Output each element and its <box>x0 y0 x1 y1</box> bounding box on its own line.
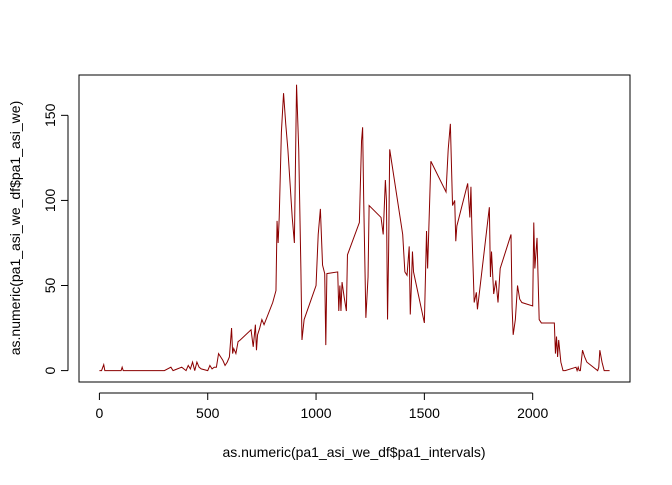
x-axis-label: as.numeric(pa1_asi_we_df$pa1_intervals) <box>222 444 485 460</box>
x-tick-label: 2000 <box>517 405 548 421</box>
x-tick-label: 500 <box>196 405 220 421</box>
y-tick-label: 50 <box>42 278 58 294</box>
plot-box <box>78 74 631 383</box>
y-tick-label: 150 <box>42 103 58 127</box>
data-line <box>99 84 610 373</box>
x-tick-label: 1000 <box>300 405 331 421</box>
y-axis-label: as.numeric(pa1_asi_we_df$pa1_asi_we) <box>7 101 23 356</box>
x-tick-label: 1500 <box>409 405 440 421</box>
y-tick-label: 100 <box>42 189 58 213</box>
x-tick-label: 0 <box>96 405 104 421</box>
y-tick-label: 0 <box>42 366 58 374</box>
